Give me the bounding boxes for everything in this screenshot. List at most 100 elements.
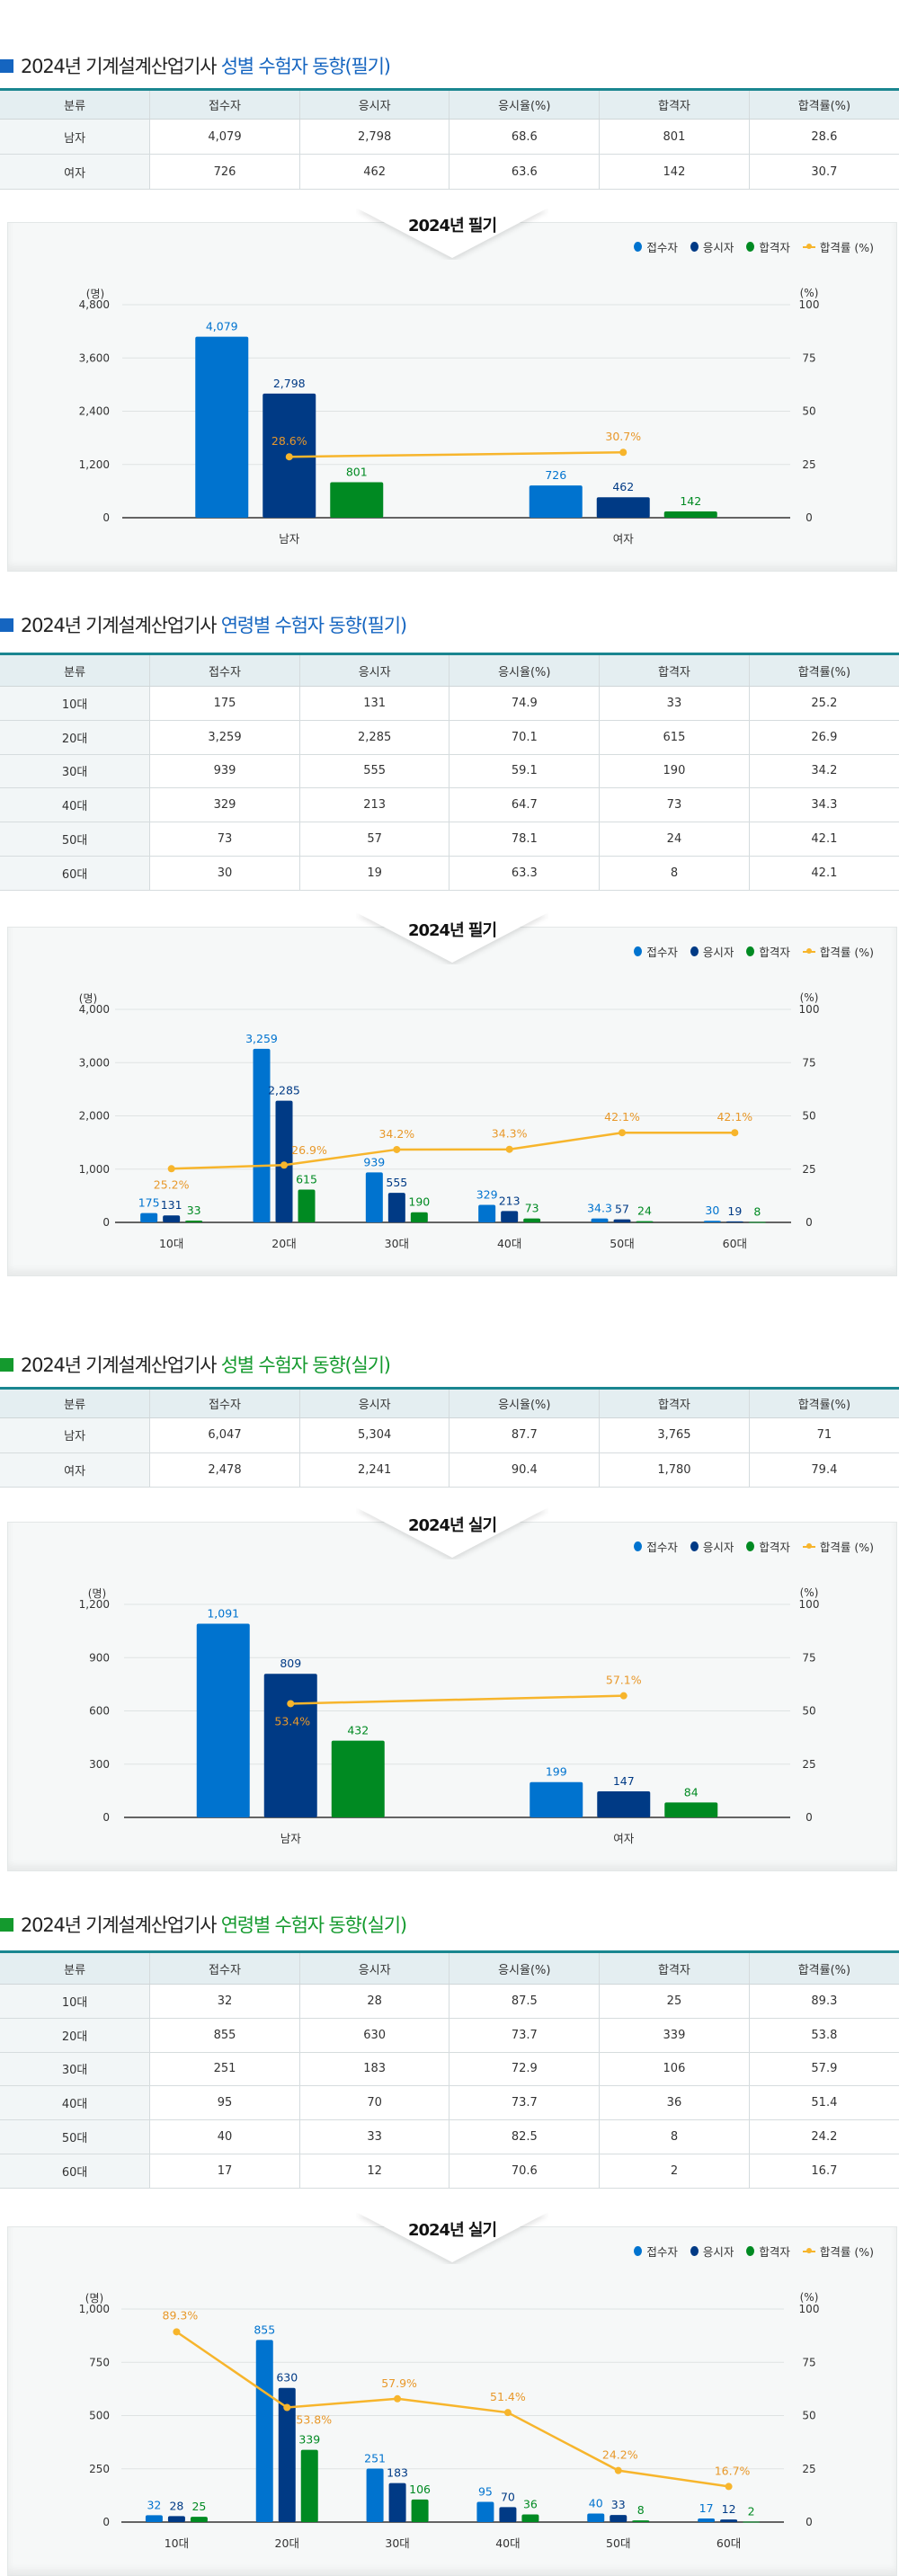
legend-item-examinees[interactable]: 응시자 [690,1538,734,1555]
pass-rate-point[interactable] [393,1145,401,1153]
bar-passers[interactable] [523,1218,541,1222]
table-cell: 40 [149,2119,300,2154]
bar-examinees[interactable] [278,2387,296,2522]
legend-item-passers[interactable]: 합격자 [746,1538,790,1555]
category-label: 남자 [279,532,300,546]
bar-passers[interactable] [743,2521,761,2523]
bar-applicants[interactable] [476,2501,494,2522]
bar-examinees[interactable] [167,2516,185,2522]
bar-examinees[interactable] [610,2515,628,2522]
bar-applicants[interactable] [703,1221,721,1222]
bar-examinees[interactable] [613,1219,631,1222]
legend-item-applicants[interactable]: 접수자 [634,238,678,255]
pass-rate-point[interactable] [285,453,293,461]
table-cell: 24.2 [748,2119,899,2154]
pass-rate-point[interactable] [725,2483,733,2491]
bar-examinees[interactable] [501,1211,519,1222]
bar-applicants[interactable] [529,485,583,518]
y-right-tick-label: 75 [802,2356,815,2368]
legend-line-marker-icon [802,947,815,954]
bar-applicants[interactable] [140,1212,158,1222]
table-row: 60대 30 19 63.3 8 42.1 [0,856,899,891]
bar-examinees[interactable] [263,1674,317,1817]
bar-applicants[interactable] [698,2518,716,2522]
pass-rate-label: 30.7% [605,430,641,443]
legend-item-applicants[interactable]: 접수자 [634,2243,678,2260]
bar-applicants[interactable] [255,2340,273,2522]
bar-applicants[interactable] [145,2515,163,2522]
pass-rate-point[interactable] [505,1145,513,1153]
pass-rate-label: 57.9% [381,2376,417,2390]
bar-applicants[interactable] [195,336,249,518]
pass-rate-point[interactable] [394,2394,402,2403]
bar-applicants[interactable] [530,1781,583,1817]
pass-rate-point[interactable] [287,1700,295,1708]
pass-rate-point[interactable] [614,2466,622,2474]
bar-value-label: 57 [615,1203,629,1216]
legend-item-passers[interactable]: 합격자 [746,943,790,960]
legend-item-examinees[interactable]: 응시자 [690,238,734,255]
legend-item-rate[interactable]: 합격률 (%) [802,238,874,255]
legend-item-rate[interactable]: 합격률 (%) [802,2243,874,2260]
bar-applicants[interactable] [366,2468,384,2522]
bar-passers[interactable] [636,1221,654,1222]
bar-examinees[interactable] [163,1215,181,1222]
bar-examinees[interactable] [596,497,650,518]
bar-value-label: 3,259 [245,1032,278,1045]
bar-passers[interactable] [410,1212,428,1222]
legend-item-examinees[interactable]: 응시자 [690,2243,734,2260]
pass-rate-point[interactable] [503,2409,512,2417]
pass-rate-point[interactable] [619,1692,628,1700]
legend-item-applicants[interactable]: 접수자 [634,1538,678,1555]
bar-examinees[interactable] [720,2519,738,2522]
pass-rate-point[interactable] [283,2403,291,2412]
bar-passers[interactable] [331,1740,385,1817]
legend-item-passers[interactable]: 합격자 [746,238,790,255]
bar-passers[interactable] [190,2517,208,2522]
pass-rate-point[interactable] [619,1129,626,1137]
bar-passers[interactable] [632,2520,650,2522]
title-marker-icon [0,1357,13,1372]
legend-item-passers[interactable]: 합격자 [746,2243,790,2260]
row-label: 여자 [0,1452,150,1488]
pass-rate-point[interactable] [619,449,628,457]
pass-rate-point[interactable] [167,1165,175,1173]
bar-applicants[interactable] [478,1204,496,1222]
bar-applicants[interactable] [587,2513,605,2522]
bar-examinees[interactable] [499,2507,517,2522]
bar-passers[interactable] [521,2514,539,2522]
pass-rate-point[interactable] [731,1129,739,1137]
table-row: 60대 17 12 70.6 2 16.7 [0,2154,899,2189]
column-header: 합격자 [599,89,750,120]
y-right-tick-label: 75 [802,1651,815,1664]
bar-passers[interactable] [300,2449,318,2522]
bar-passers[interactable] [298,1189,316,1222]
pass-rate-point[interactable] [280,1161,288,1169]
bar-examinees[interactable] [388,2483,406,2522]
bar-passers[interactable] [330,482,384,518]
bar-examinees[interactable] [725,1221,743,1222]
bar-passers[interactable] [185,1221,203,1222]
y-tick-label: 0 [102,1216,110,1229]
category-label: 30대 [385,1237,409,1250]
bar-passers[interactable] [748,1221,766,1223]
bar-passers[interactable] [663,511,717,518]
legend-item-rate[interactable]: 합격률 (%) [802,1538,874,1555]
bar-passers[interactable] [664,1802,718,1817]
bar-applicants[interactable] [253,1048,271,1222]
table-cell: 2 [599,2154,750,2189]
pass-rate-point[interactable] [173,2328,181,2336]
bar-examinees[interactable] [387,1193,405,1222]
table-cell: 64.7 [449,787,600,823]
legend-item-examinees[interactable]: 응시자 [690,943,734,960]
bar-examinees[interactable] [597,1790,651,1817]
bar-applicants[interactable] [591,1218,609,1222]
bar-applicants[interactable] [365,1172,383,1222]
table-row: 40대 329 213 64.7 73 34.3 [0,787,899,823]
legend-item-applicants[interactable]: 접수자 [634,943,678,960]
bar-passers[interactable] [411,2499,429,2522]
legend-item-rate[interactable]: 합격률 (%) [802,943,874,960]
bar-applicants[interactable] [196,1623,250,1817]
table-cell: 42.1 [748,856,899,891]
category-label: 여자 [613,1832,635,1845]
